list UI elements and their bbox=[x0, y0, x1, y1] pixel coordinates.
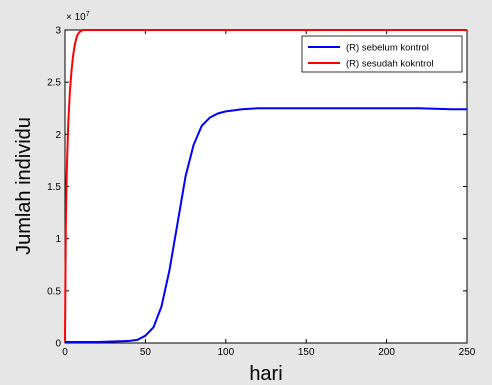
y-tick-label: 3 bbox=[55, 26, 61, 37]
y-multiplier-exponent: 7 bbox=[86, 11, 90, 18]
x-tick-label: 200 bbox=[378, 347, 395, 358]
x-tick-label: 0 bbox=[62, 347, 68, 358]
x-tick-labels: 0 50 100 150 200 250 bbox=[62, 347, 476, 358]
y-tick-labels: 0 0.5 1 1.5 2 2.5 3 bbox=[47, 26, 61, 350]
series-line-sesudah-kontrol bbox=[64, 29, 467, 341]
y-tick-label: 2 bbox=[55, 130, 61, 141]
y-tick-label: 1 bbox=[55, 234, 61, 245]
x-tick-label: 150 bbox=[298, 347, 315, 358]
y-tick-label: 1.5 bbox=[47, 182, 61, 193]
y-tick-label: 2.5 bbox=[47, 78, 61, 89]
legend: (R) sebelum kontrol (R) sesudah kokntrol bbox=[301, 35, 463, 73]
x-axis-label: hari bbox=[249, 363, 282, 385]
x-tick-label: 250 bbox=[459, 347, 476, 358]
x-tick-label: 50 bbox=[140, 347, 152, 358]
legend-box bbox=[301, 35, 463, 73]
plot-area bbox=[64, 29, 468, 344]
series-line-sebelum-kontrol bbox=[65, 107, 467, 343]
series-lines bbox=[64, 29, 467, 343]
y-multiplier: × 107 bbox=[66, 11, 90, 23]
y-multiplier-base: × 10 bbox=[66, 12, 86, 23]
legend-label-sesudah: (R) sesudah kokntrol bbox=[346, 59, 434, 70]
y-axis-label: Jumlah individu bbox=[13, 117, 35, 255]
y-tick-label: 0 bbox=[55, 339, 61, 350]
x-tick-label: 100 bbox=[217, 347, 234, 358]
legend-label-sebelum: (R) sebelum kontrol bbox=[346, 43, 429, 54]
y-tick-label: 0.5 bbox=[47, 286, 61, 297]
